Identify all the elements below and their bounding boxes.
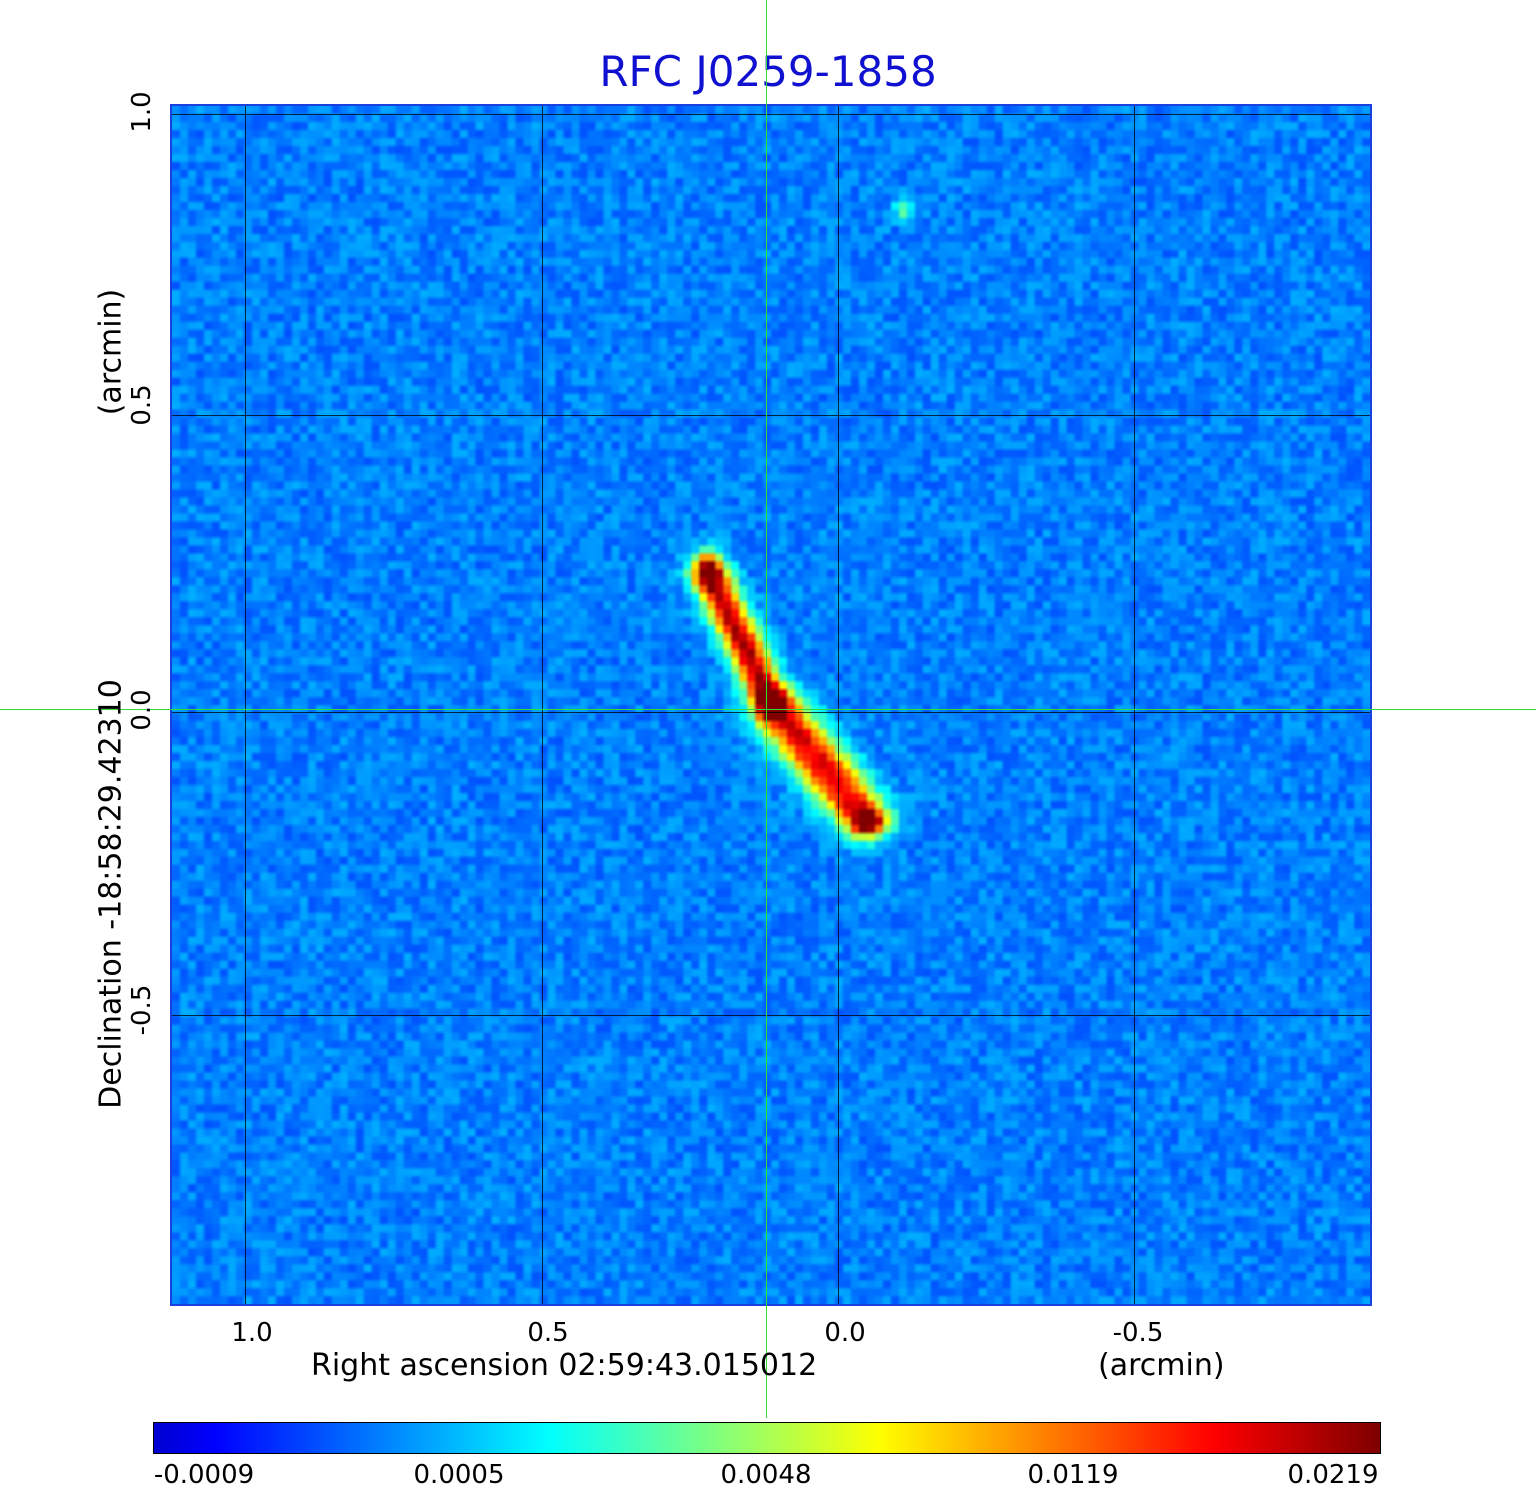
grid-line-y-0.5 (172, 415, 1370, 416)
x-tick-label: 1.0 (231, 1318, 273, 1348)
grid-line-y-1.0 (172, 114, 1370, 115)
x-tick-label: -0.5 (1112, 1318, 1164, 1348)
grid-line-x-minus-0.5 (1134, 106, 1135, 1304)
y-tick-label: 1.0 (127, 91, 157, 133)
x-tick-label: 0.0 (824, 1318, 866, 1348)
colorbar-tick-label: 0.0219 (1287, 1460, 1379, 1490)
y-axis-unit: (arcmin) (93, 288, 129, 416)
colorbar-tick-label: 0.0048 (720, 1460, 812, 1490)
grid-line-y-minus-0.5 (172, 1015, 1370, 1016)
grid-line-x-0.5 (542, 106, 543, 1304)
y-tick-label: 0.0 (127, 689, 157, 731)
x-axis-label: Right ascension 02:59:43.015012 (311, 1348, 818, 1383)
colorbar-tick-label: -0.0009 (153, 1460, 255, 1490)
grid-line-x-0.0 (838, 106, 839, 1304)
colorbar-tick-label: 0.0005 (413, 1460, 505, 1490)
colorbar (153, 1422, 1381, 1454)
x-axis-unit: (arcmin) (1098, 1348, 1225, 1383)
y-tick-label: 0.5 (127, 384, 157, 426)
colorbar-tick-label: 0.0119 (1027, 1460, 1119, 1490)
radio-map-image (170, 104, 1372, 1306)
grid-line-x-1.0 (245, 106, 246, 1304)
grid-line-y-0.0 (172, 712, 1370, 713)
x-tick-label: 0.5 (527, 1318, 569, 1348)
map-title: RFC J0259-1858 (599, 47, 937, 96)
y-tick-label: -0.5 (127, 984, 157, 1036)
crosshair-horizontal (0, 709, 1536, 710)
y-axis-label: Declination -18:58:29.42310 (93, 679, 129, 1109)
intensity-map (172, 106, 1370, 1304)
